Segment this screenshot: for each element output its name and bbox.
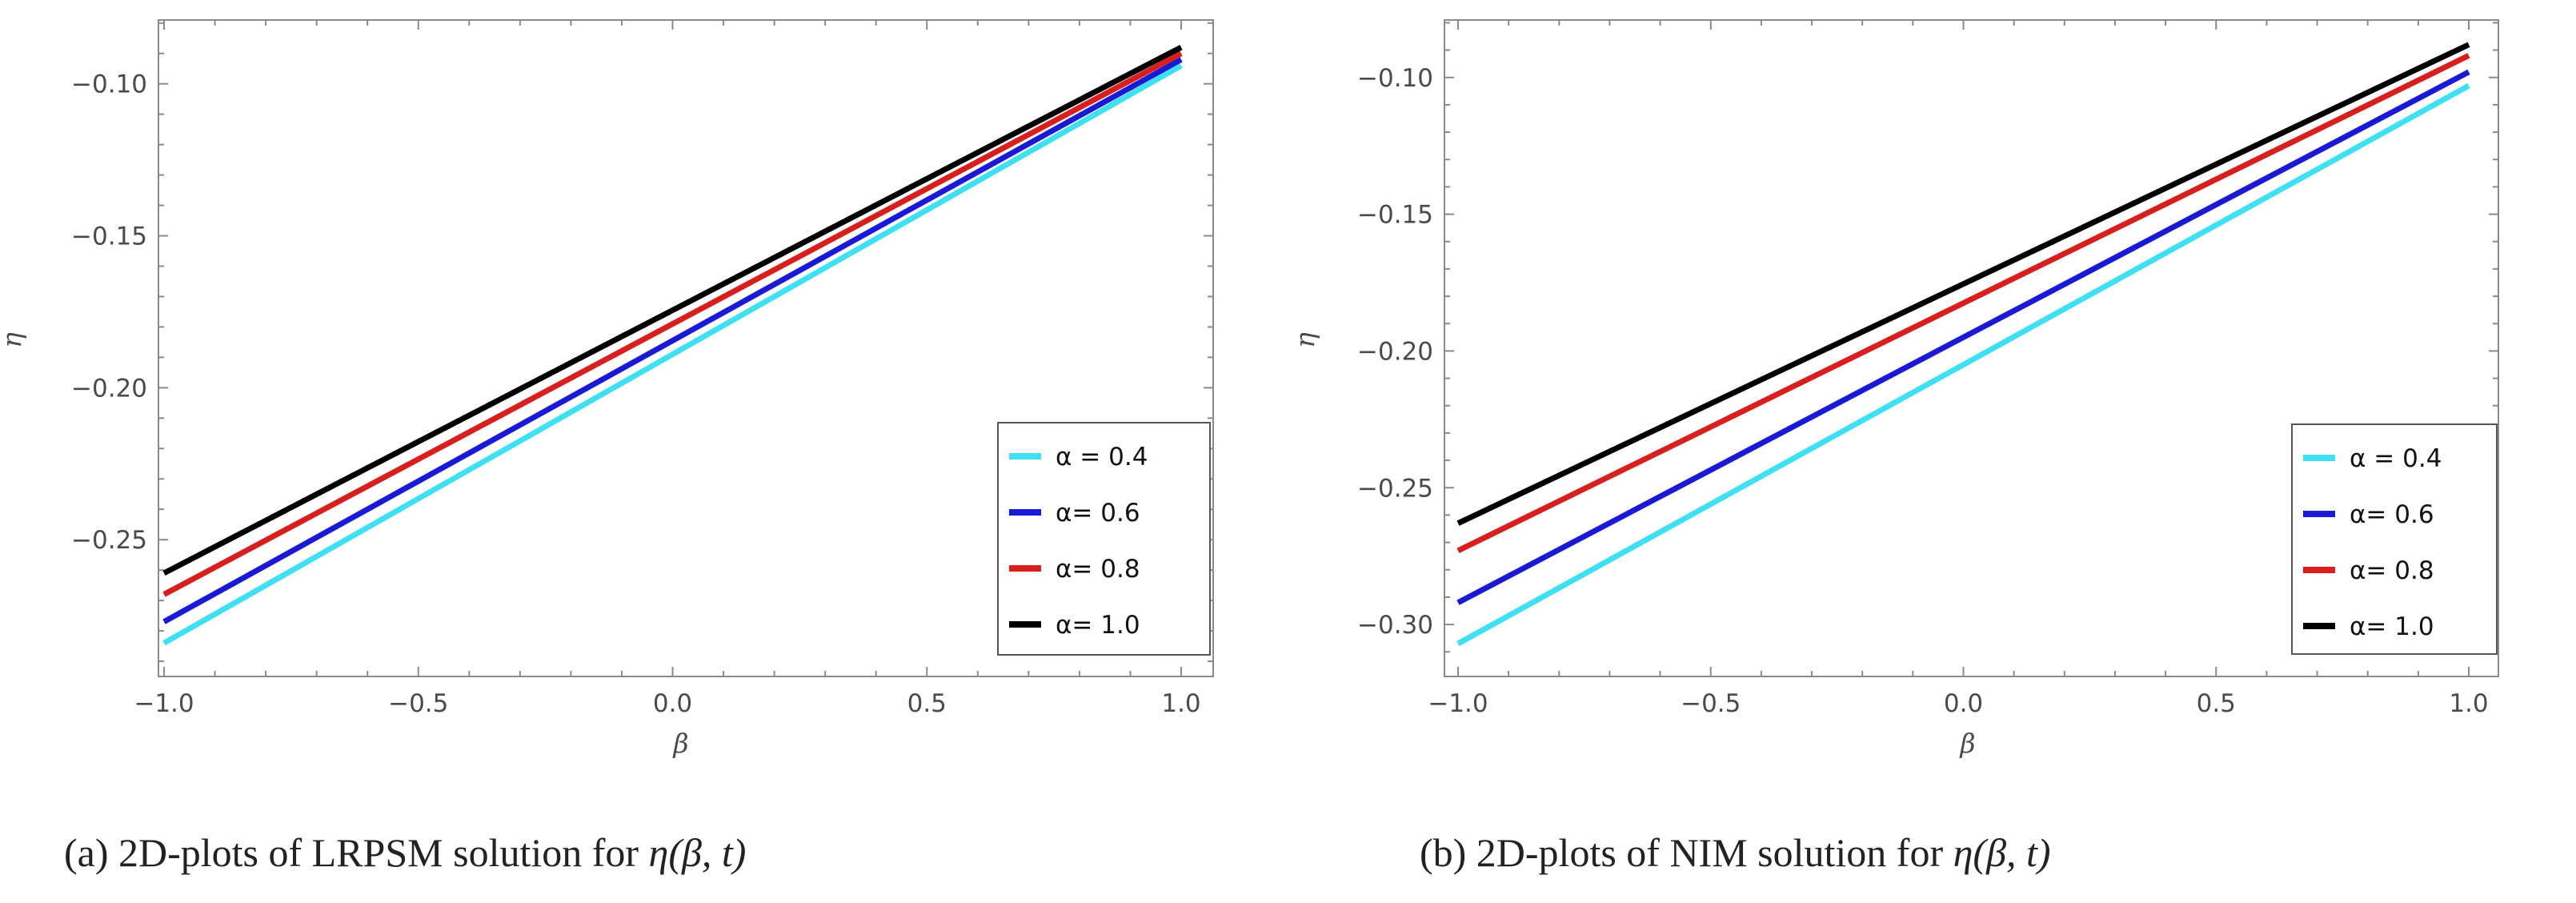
y-tick-label: −0.20 (1357, 337, 1433, 366)
y-tick-label: −0.20 (71, 374, 147, 403)
legend-box (2291, 423, 2498, 655)
y-tick-label: −0.25 (71, 526, 147, 555)
x-tick-label: 1.0 (1161, 689, 1200, 718)
x-tick-label: −0.5 (1681, 689, 1741, 718)
y-tick-label: −0.15 (1357, 201, 1433, 230)
legend: α = 0.4 α= 0.6 α= 0.8 α= 1.0 (997, 422, 1211, 656)
series-line (162, 50, 1183, 597)
legend-label: α= 0.8 (1056, 555, 1140, 584)
y-axis-title: η (0, 332, 27, 348)
panel-caption: (a) 2D-plots of LRPSM solution for η(β, … (64, 830, 746, 875)
x-tick-label: 0.5 (907, 689, 947, 718)
x-tick-label: −1.0 (134, 689, 194, 718)
y-tick-label: −0.30 (1357, 611, 1433, 640)
caption-math: η(β, t) (1953, 830, 2051, 875)
y-tick-label: −0.10 (71, 70, 147, 99)
series-line (1456, 69, 2470, 605)
plot-frame (158, 19, 1214, 677)
series-line (1456, 82, 2470, 647)
series-line (162, 45, 1183, 576)
legend-label: α= 1.0 (2350, 612, 2434, 641)
legend-label: α= 1.0 (1056, 611, 1140, 640)
legend-label: α = 0.4 (2350, 444, 2442, 473)
x-tick-label: −0.5 (388, 689, 448, 718)
caption-math: η(β, t) (649, 830, 747, 875)
y-tick-label: −0.10 (1357, 64, 1433, 93)
legend: α = 0.4 α= 0.6 α= 0.8 α= 1.0 (2291, 423, 2498, 655)
series-line (1456, 53, 2470, 553)
x-tick-label: 0.5 (2197, 689, 2236, 718)
x-axis-title: β (1958, 728, 1975, 759)
x-axis-title: β (671, 728, 688, 759)
y-axis-title: η (1289, 332, 1320, 348)
x-tick-label: 1.0 (2449, 689, 2488, 718)
legend-label: α = 0.4 (1056, 443, 1148, 472)
caption-text: (b) 2D-plots of NIM solution for (1420, 830, 1953, 875)
plot-frame (1444, 19, 2499, 677)
series-line (162, 57, 1183, 624)
chart-panel-b: −0.30 −0.25 −0.20 −0.15 −0.10 −1.0 −0.5 0.0 0.5 1… (1289, 19, 2499, 875)
series-line (162, 62, 1183, 646)
legend-box (997, 422, 1211, 656)
series-line (1456, 42, 2470, 526)
legend-label: α= 0.8 (2350, 556, 2434, 585)
chart-panel-a: −0.25 −0.20 −0.15 −0.10 −1.0 −0.5 0.0 0.5 1.0 η β α… (0, 19, 1214, 875)
y-tick-label: −0.15 (71, 223, 147, 251)
legend-label: α= 0.6 (1056, 499, 1140, 528)
caption-text: (a) 2D-plots of LRPSM solution for (64, 830, 649, 875)
panel-caption: (b) 2D-plots of NIM solution for η(β, t) (1420, 830, 2051, 875)
x-tick-label: 0.0 (653, 689, 692, 718)
legend-label: α= 0.6 (2350, 500, 2434, 529)
x-tick-label: −1.0 (1428, 689, 1488, 718)
y-tick-label: −0.25 (1357, 474, 1433, 503)
x-tick-label: 0.0 (1944, 689, 1983, 718)
